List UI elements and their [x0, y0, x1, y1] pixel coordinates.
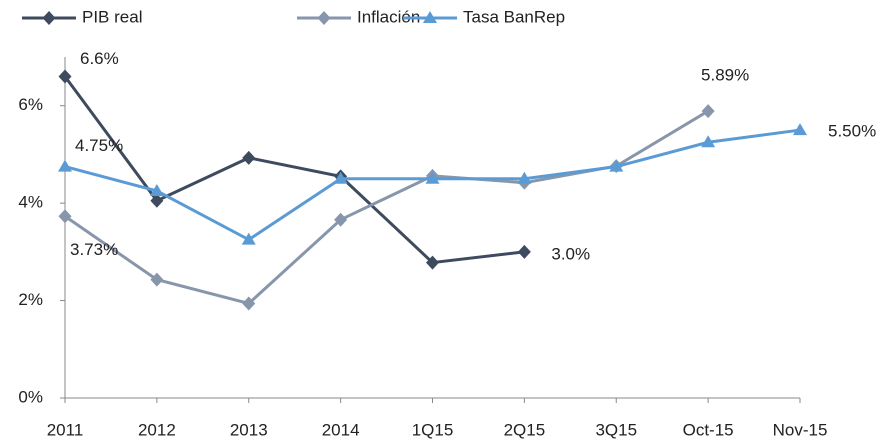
x-tick-label: 2014: [322, 420, 360, 439]
x-tick-label: Oct-15: [683, 420, 734, 439]
data-label: 4.75%: [75, 136, 123, 155]
y-tick-label: 4%: [18, 193, 43, 212]
data-point: [425, 171, 440, 184]
data-point: [333, 171, 348, 184]
data-point: [426, 255, 439, 270]
series-line: [64, 128, 801, 242]
data-point: [58, 69, 72, 84]
x-tick-label: 1Q15: [412, 420, 454, 439]
data-point: [334, 212, 348, 227]
legend-marker: [42, 11, 56, 25]
y-tick-label: 6%: [18, 95, 43, 114]
legend-label: Tasa BanRep: [463, 7, 565, 26]
data-point: [517, 171, 532, 184]
data-point: [58, 159, 72, 172]
data-point: [517, 244, 531, 259]
legend-marker: [317, 11, 331, 25]
data-point: [58, 209, 72, 224]
data-point: [150, 272, 164, 287]
x-tick-label: 2011: [47, 420, 84, 439]
legend-marker: [423, 11, 437, 23]
data-point: [149, 183, 164, 196]
data-point: [242, 296, 256, 311]
data-label: 5.50%: [828, 122, 876, 141]
data-label: 3.0%: [551, 244, 590, 263]
data-label: 5.89%: [701, 66, 749, 85]
data-point: [241, 232, 256, 245]
data-point: [793, 123, 807, 136]
y-tick-label: 0%: [18, 387, 43, 406]
x-tick-label: 2013: [230, 420, 268, 439]
x-tick-label: 3Q15: [595, 420, 637, 439]
y-tick-label: 2%: [18, 290, 43, 309]
data-point: [609, 159, 624, 172]
x-tick-label: 2Q15: [504, 420, 546, 439]
series-line: [64, 109, 709, 306]
data-label: 6.6%: [80, 49, 119, 68]
x-tick-label: Nov-15: [773, 420, 828, 439]
data-point: [150, 193, 164, 208]
x-tick-label: 2012: [138, 420, 176, 439]
data-point: [242, 150, 256, 165]
legend-label: Inflación: [357, 7, 420, 26]
series-line: [63, 75, 525, 265]
data-label: 3.73%: [70, 240, 118, 259]
data-point: [701, 104, 715, 119]
legend-label: PIB real: [82, 7, 142, 26]
data-point: [701, 135, 716, 148]
